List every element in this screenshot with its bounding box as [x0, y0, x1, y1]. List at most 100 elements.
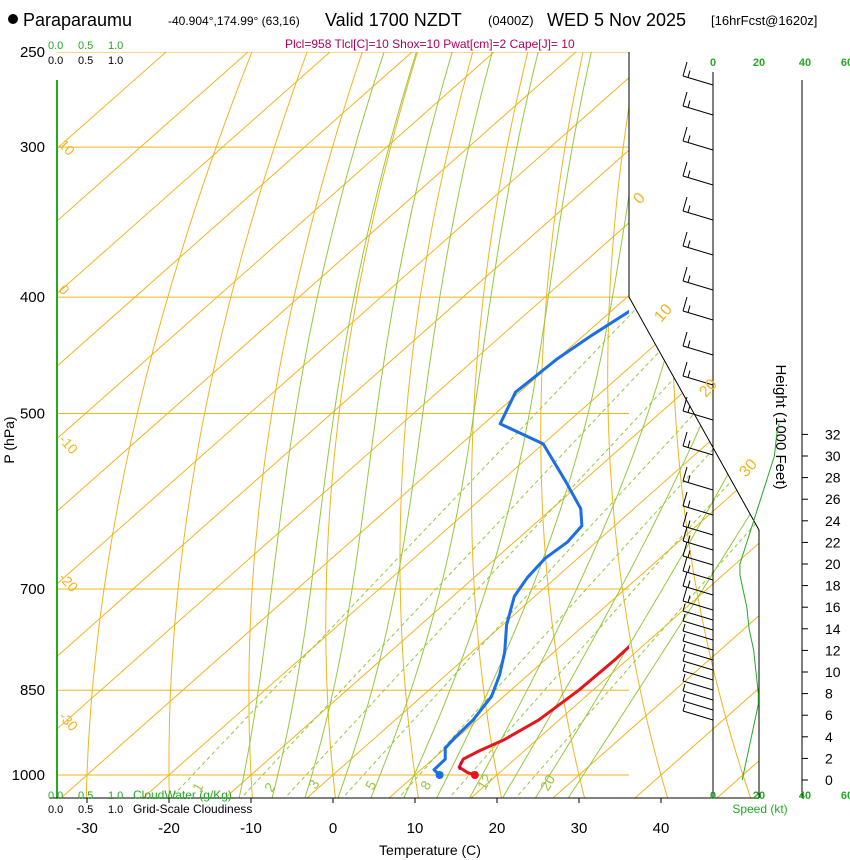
station-marker-icon — [8, 14, 18, 24]
speed-scale-top: 0 — [710, 57, 716, 69]
x-tick-label: 30 — [571, 820, 588, 837]
wind-barb — [682, 396, 714, 421]
isotherm-line — [631, 52, 759, 798]
isotherm-line — [57, 52, 759, 798]
isotherm-label: 0 — [630, 190, 649, 208]
cloudiness-scale-0: 0.0 — [48, 804, 63, 816]
cloudwater-scale-0: 0.0 — [48, 40, 63, 52]
wind-barb — [682, 526, 714, 551]
moist-adiabat — [336, 52, 528, 798]
pressure-tick-label: 300 — [20, 139, 45, 156]
isotherm-label: 10 — [56, 136, 78, 158]
moist-adiabat — [270, 52, 457, 798]
valid-date: WED 5 Nov 2025 — [547, 10, 686, 30]
wind-speed-line — [739, 423, 780, 781]
wind-barb — [682, 466, 714, 491]
cloudwater-scale-1: 1.0 — [108, 40, 123, 52]
wind-barb — [682, 126, 714, 151]
height-tick-label: 0 — [825, 772, 833, 788]
pressure-tick-label: 700 — [20, 581, 45, 598]
height-tick-label: 12 — [825, 642, 841, 658]
mixing-ratio-line — [513, 296, 759, 798]
x-tick-label: 40 — [653, 820, 670, 837]
height-tick-label: 2 — [825, 750, 833, 766]
x-tick-label: 10 — [407, 820, 424, 837]
wind-barb — [682, 586, 714, 611]
cloudwater-scale-05: 0.5 — [78, 40, 93, 52]
wind-barb — [682, 61, 714, 86]
station-name: Paraparaumu — [23, 10, 132, 30]
dry-adiabat — [248, 52, 405, 798]
wind-barb — [682, 603, 714, 621]
speed-scale-bottom: 40 — [799, 790, 811, 802]
wind-barb — [682, 491, 714, 516]
speed-scale-bottom: 20 — [753, 790, 765, 802]
height-tick-label: 24 — [825, 513, 841, 529]
isotherm-line — [467, 52, 759, 798]
cloudiness-scale-05: 0.5 — [78, 55, 93, 67]
isotherm-line — [57, 52, 759, 798]
forecast-info: [16hrFcst@1620z] — [711, 13, 817, 28]
wind-barb — [682, 653, 714, 671]
wind-barb — [682, 571, 714, 596]
dry-adiabat — [540, 52, 612, 798]
mixing-ratio-line — [340, 296, 759, 798]
height-tick-label: 26 — [825, 491, 841, 507]
cloudiness-scale-1: 1.0 — [108, 55, 123, 67]
wind-barb — [682, 703, 714, 721]
cloudiness-scale-0: 0.0 — [48, 55, 63, 67]
dry-adiabat — [168, 52, 353, 798]
isotherm-label: 30 — [736, 456, 761, 481]
isotherm-line — [57, 52, 626, 798]
moist-adiabat — [402, 52, 621, 798]
wind-speed-label: Speed (kt) — [732, 802, 787, 816]
parcel-path-segment — [458, 761, 463, 770]
height-tick-label: 14 — [825, 621, 841, 637]
isotherm-line — [57, 52, 544, 798]
isotherm-line — [57, 52, 708, 798]
moist-adiabat — [369, 52, 571, 798]
wind-barb — [682, 613, 714, 631]
isotherm-line — [57, 52, 380, 798]
wind-barb — [682, 361, 714, 386]
pressure-tick-label: 850 — [20, 682, 45, 699]
sounding-lines — [432, 309, 629, 779]
isotherm-line — [57, 52, 298, 798]
moist-adiabat — [500, 52, 759, 798]
cloudiness-scale-05: 0.5 — [78, 804, 93, 816]
height-tick-label: 28 — [825, 470, 841, 486]
y-axis-title: P (hPa) — [1, 416, 17, 463]
speed-scale-bottom: 60 — [841, 790, 850, 802]
dry-adiabat — [607, 52, 669, 798]
isotherm-line — [385, 52, 759, 798]
height-tick-label: 30 — [825, 448, 841, 464]
wind-barb — [682, 556, 714, 581]
isotherm-label: -20 — [56, 569, 82, 595]
indices-line: Plcl=958 Tlcl[C]=10 Shox=10 Pwat[cm]=2 C… — [285, 37, 575, 51]
height-tick-label: 8 — [825, 686, 833, 702]
wind-barb — [682, 643, 714, 661]
moist-adiabat — [238, 52, 426, 798]
isotherm-line — [796, 0, 850, 800]
cloudiness-label: Grid-Scale Cloudiness — [133, 802, 252, 816]
height-tick-label: 4 — [825, 729, 833, 745]
mixing-ratio-label: 5 — [362, 778, 380, 793]
temperature-surface-dot — [470, 771, 479, 779]
background-grid — [57, 0, 850, 800]
isotherm-line — [139, 52, 759, 798]
moist-adiabat — [303, 52, 490, 798]
moist-adiabat — [566, 52, 759, 798]
height-tick-label: 10 — [825, 664, 841, 680]
mixing-ratio-label: 8 — [417, 778, 435, 793]
temperature-line — [457, 644, 629, 777]
x-axis-title: Temperature (C) — [379, 842, 481, 858]
wind-barb — [682, 161, 714, 186]
speed-scale-top: 40 — [799, 57, 811, 69]
wind-barb — [682, 266, 714, 291]
mixing-ratio-label: 12 — [474, 771, 496, 793]
mixing-ratio-line — [168, 296, 648, 798]
wind-barb — [682, 663, 714, 681]
wind-barb — [682, 541, 714, 566]
dry-adiabat — [325, 52, 457, 798]
